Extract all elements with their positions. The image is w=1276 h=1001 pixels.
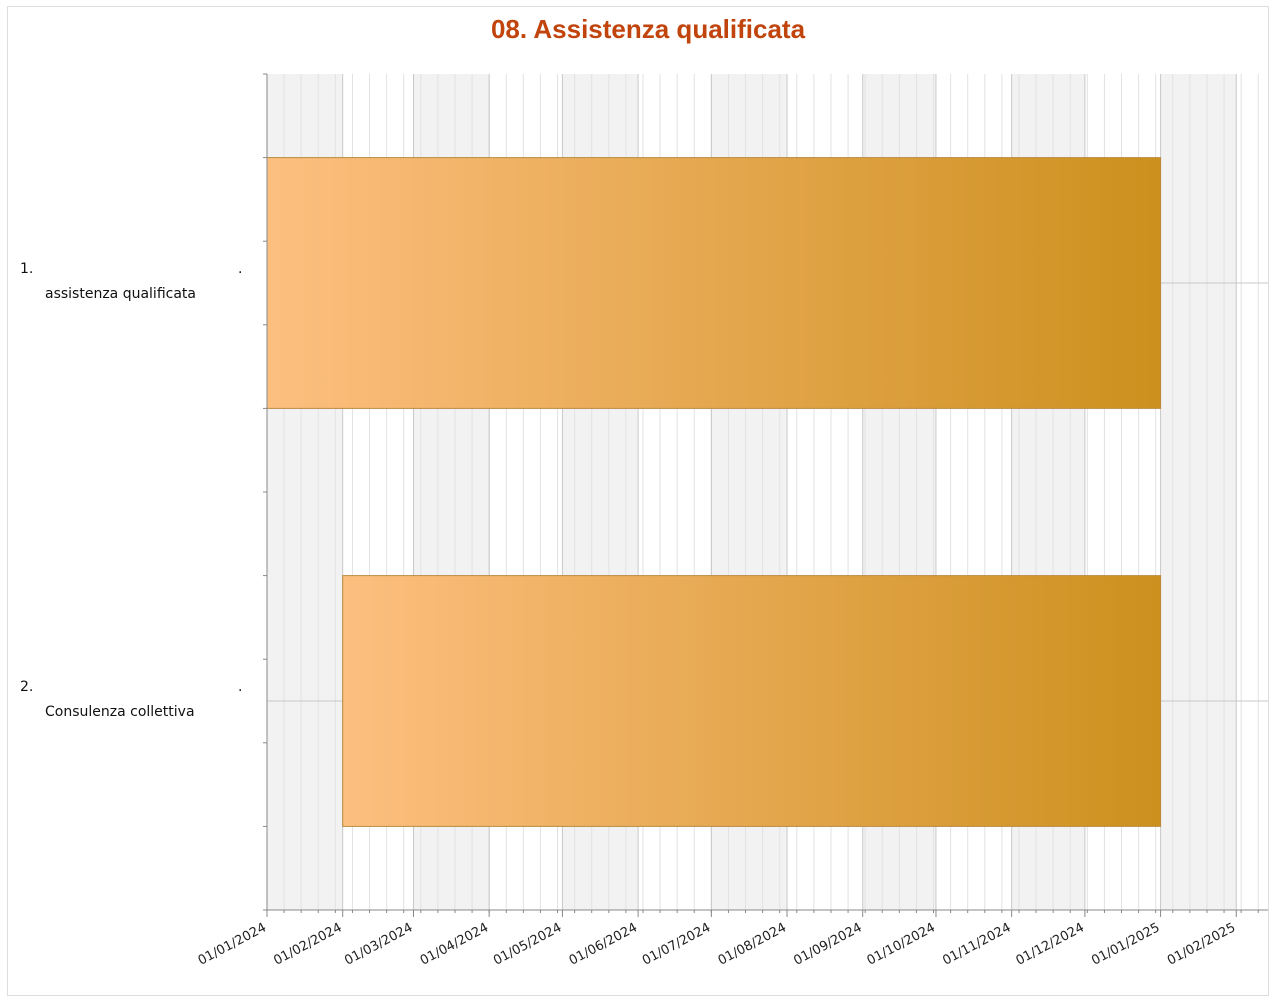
x-tick-label: 01/04/2024 <box>418 920 491 968</box>
x-tick-label: 01/03/2024 <box>342 920 415 968</box>
task-bar <box>266 157 1162 409</box>
x-tick-label: 01/01/2024 <box>196 920 269 968</box>
category-labels: 1. assistenza qualificata. 2. Consulenza co… <box>20 261 242 720</box>
x-tick-label: 01/05/2024 <box>491 920 564 968</box>
task-bars <box>266 157 1162 827</box>
category-label: assistenza qualificata <box>45 286 196 302</box>
category-suffix: . <box>238 261 242 277</box>
x-tick-label: 01/02/2024 <box>271 920 344 968</box>
month-band <box>1160 74 1237 910</box>
category-label: Consulenza collettiva <box>45 704 195 720</box>
x-tick-label: 01/02/2025 <box>1165 920 1238 968</box>
task-bar <box>342 575 1162 827</box>
x-tick-label: 01/11/2024 <box>940 920 1013 968</box>
x-tick-label: 01/10/2024 <box>865 920 938 968</box>
x-tick-label: 01/01/2025 <box>1089 920 1162 968</box>
category-number: 1. <box>20 261 33 277</box>
x-tick-label: 01/12/2024 <box>1014 920 1087 968</box>
chart-title: 08. Assistenza qualificata <box>490 14 806 44</box>
category-suffix: . <box>238 679 242 695</box>
x-tick-label: 01/08/2024 <box>716 920 789 968</box>
x-tick-label: 01/06/2024 <box>567 920 640 968</box>
x-tick-label: 01/07/2024 <box>640 920 713 968</box>
axes <box>263 73 1268 917</box>
x-tick-label: 01/09/2024 <box>791 920 864 968</box>
category-number: 2. <box>20 679 33 695</box>
